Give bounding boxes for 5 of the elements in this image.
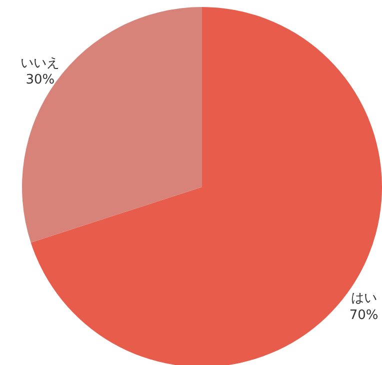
data-label: 30% (26, 72, 55, 88)
pie-slice (22, 7, 202, 243)
slice-label: はい (350, 290, 377, 306)
slice-label: いいえ (20, 56, 60, 71)
data-label: 70% (349, 308, 378, 323)
